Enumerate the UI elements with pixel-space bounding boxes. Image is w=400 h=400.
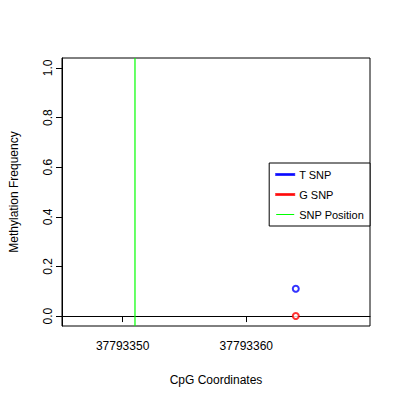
svg-text:37793360: 37793360 xyxy=(220,339,274,353)
svg-text:T SNP: T SNP xyxy=(299,169,331,181)
svg-text:0.4: 0.4 xyxy=(41,208,55,225)
svg-text:0.8: 0.8 xyxy=(41,109,55,126)
svg-text:Methylation Frequency: Methylation Frequency xyxy=(7,131,21,252)
svg-text:SNP Position: SNP Position xyxy=(299,209,364,221)
svg-text:1.0: 1.0 xyxy=(41,59,55,76)
svg-text:G SNP: G SNP xyxy=(299,189,333,201)
svg-text:CpG Coordinates: CpG Coordinates xyxy=(170,373,263,387)
svg-text:0.2: 0.2 xyxy=(41,258,55,275)
svg-text:0.0: 0.0 xyxy=(41,307,55,324)
svg-text:37793350: 37793350 xyxy=(96,339,150,353)
svg-text:0.6: 0.6 xyxy=(41,159,55,176)
